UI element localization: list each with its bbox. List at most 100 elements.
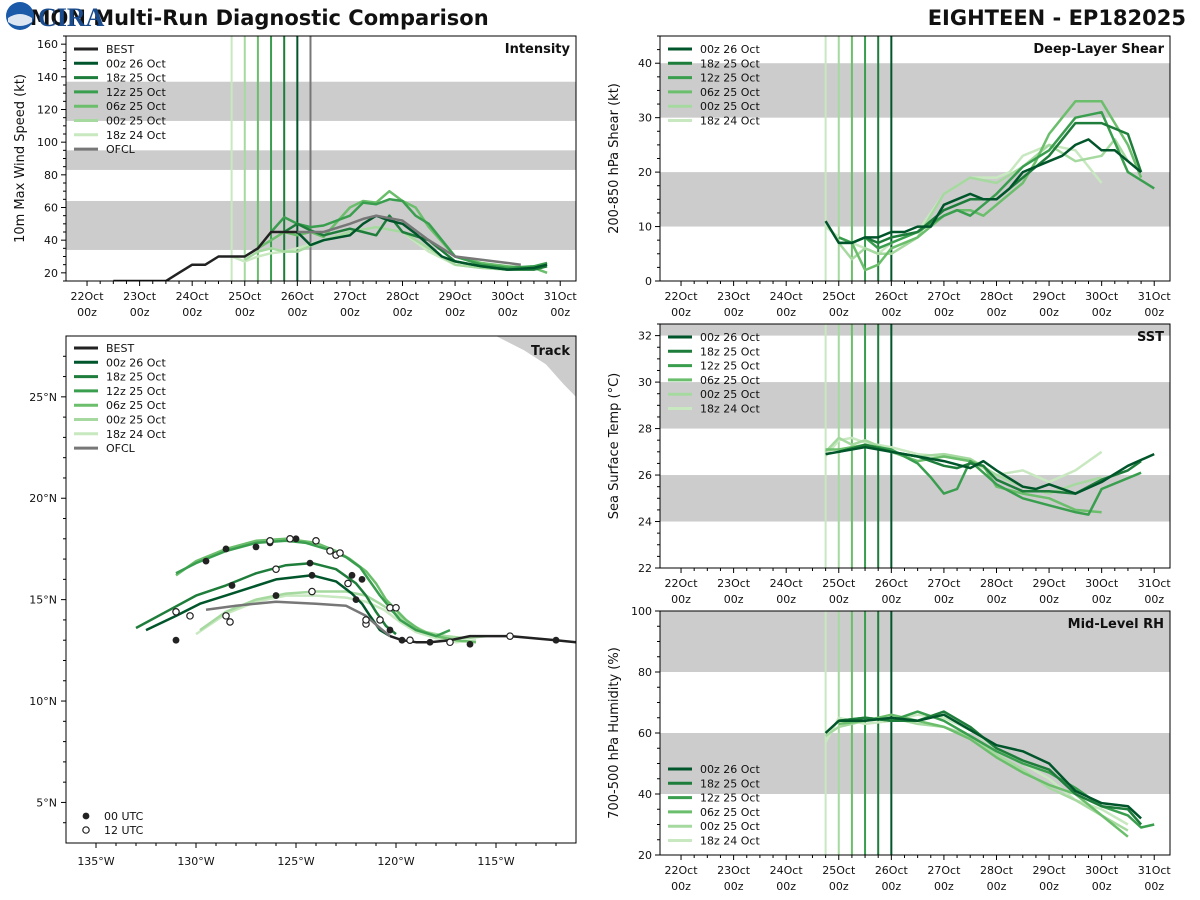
y-axis-label: 10m Max Wind Speed (kt) [13, 74, 28, 243]
legend-label: 00z 25 Oct [700, 820, 760, 833]
y-tick-label: 30 [638, 376, 652, 389]
y-tick-label: 100 [37, 136, 58, 149]
panel-title: Mid-Level RH [1068, 617, 1164, 632]
x-tick-label: 29Oct [1033, 290, 1067, 303]
x-tick-hour-label: 00z [934, 880, 954, 893]
shaded-band [660, 733, 1170, 794]
legend-label: 18z 24 Oct [106, 428, 166, 441]
track-point-12utc [336, 549, 344, 557]
y-axis-label: 700-500 hPa Humidity (%) [607, 647, 622, 819]
x-tick-label: 23Oct [123, 290, 157, 303]
series-line-18z-25-Oct [838, 710, 1143, 826]
x-tick-label: 30Oct [491, 290, 525, 303]
marker-00utc-icon [82, 812, 90, 820]
legend-label: 00z 26 Oct [106, 356, 166, 369]
x-tick-label: 24Oct [176, 290, 210, 303]
x-tick-hour-label: 00z [1144, 880, 1164, 893]
sst-panel: 22 24 26 28 30 32 22Oct 00z 23Oct 00z 24Oct 00z 25Oc… [607, 323, 1171, 606]
x-tick-label: 115°W [477, 855, 514, 868]
y-tick-label: 60 [44, 202, 58, 215]
x-tick-hour-label: 00z [1144, 306, 1164, 319]
track-point-00utc [398, 636, 406, 644]
series-line-18z-25-Oct [838, 121, 1143, 245]
track-panel: 135°W 130°W 125°W 120°W 115°W 5°N 10°N 15°N 20°N… [29, 335, 577, 868]
legend-label: 12z 25 Oct [106, 385, 166, 398]
shaded-band [660, 324, 1170, 336]
y-tick-label: 22 [638, 562, 652, 575]
legend-label: BEST [106, 43, 134, 56]
y-tick-label: 24 [638, 516, 652, 529]
page-title: HMON Multi-Run Diagnostic Comparison [12, 6, 489, 30]
track-point-12utc [362, 616, 370, 624]
legend-label: 18z 24 Oct [700, 403, 760, 416]
track-point-12utc [312, 537, 320, 545]
x-tick-label: 24Oct [770, 864, 804, 877]
x-tick-label: 27Oct [927, 577, 961, 590]
cira-logo: CIRA [6, 2, 105, 32]
x-tick-label: 25Oct [228, 290, 262, 303]
shaded-band [66, 150, 576, 170]
series-line-12z-25-Oct [838, 110, 1155, 250]
x-tick-hour-label: 00z [776, 306, 796, 319]
track-point-00utc [426, 638, 434, 646]
y-tick-label: 32 [638, 330, 652, 343]
x-tick-label: 30Oct [1085, 290, 1119, 303]
x-tick-label: 28Oct [386, 290, 420, 303]
cira-logo-text: CIRA [38, 3, 105, 32]
y-tick-label: 0 [645, 275, 652, 288]
marker-12utc-icon [82, 826, 90, 834]
x-tick-label: 125°W [277, 855, 314, 868]
track-point-00utc [358, 575, 366, 583]
x-tick-hour-label: 00z [829, 880, 849, 893]
track-point-12utc [376, 616, 384, 624]
track-point-12utc [186, 612, 194, 620]
x-tick-label: 28Oct [980, 577, 1014, 590]
x-tick-hour-label: 00z [724, 306, 744, 319]
track-point-00utc [386, 626, 394, 634]
x-tick-hour-label: 00z [776, 880, 796, 893]
y-tick-label: 10 [638, 221, 652, 234]
x-tick-label: 29Oct [1033, 864, 1067, 877]
shaded-band [660, 611, 1170, 672]
legend-label: 18z 25 Oct [700, 57, 760, 70]
legend-label: 18z 24 Oct [106, 129, 166, 142]
x-tick-hour-label: 00z [445, 306, 465, 319]
track-point-12utc [506, 632, 514, 640]
legend-label: 00z 25 Oct [700, 100, 760, 113]
track-point-12utc [326, 547, 334, 555]
y-tick-label: 120 [37, 104, 58, 117]
x-tick-hour-label: 00z [724, 880, 744, 893]
x-tick-label: 30Oct [1085, 577, 1119, 590]
track-point-12utc [308, 587, 316, 596]
x-tick-label: 27Oct [333, 290, 367, 303]
y-tick-label: 20 [638, 849, 652, 862]
x-tick-label: 28Oct [980, 290, 1014, 303]
track-line-00z-25-Oct [199, 590, 487, 640]
track-point-12utc [392, 603, 400, 612]
x-tick-label: 22Oct [665, 577, 699, 590]
y-tick-label: 40 [638, 788, 652, 801]
legend-label: 12z 25 Oct [106, 86, 166, 99]
shaded-band [66, 81, 576, 121]
x-tick-label: 120°W [377, 855, 414, 868]
x-tick-hour-label: 00z [987, 306, 1007, 319]
series-line-06z-25-Oct [838, 713, 1129, 838]
marker-legend-label: 12 UTC [104, 824, 144, 837]
x-tick-hour-label: 00z [881, 306, 901, 319]
ofcl-line [297, 214, 521, 266]
series-line-06z-25-Oct [257, 189, 548, 274]
x-tick-label: 23Oct [717, 577, 751, 590]
y-tick-label: 80 [44, 169, 58, 182]
track-line-12z-25-Oct [175, 539, 451, 638]
ofcl-track-line [205, 600, 391, 638]
legend-label: 06z 25 Oct [700, 806, 760, 819]
rh-panel: 20 40 60 80 100 22Oct 00z 23Oct 00z 24Oct 00z 25Oct… [607, 605, 1171, 893]
track-point-00utc [272, 592, 280, 599]
x-tick-hour-label: 00z [829, 593, 849, 606]
track-point-12utc [286, 534, 294, 543]
legend-label: 12z 25 Oct [700, 792, 760, 805]
